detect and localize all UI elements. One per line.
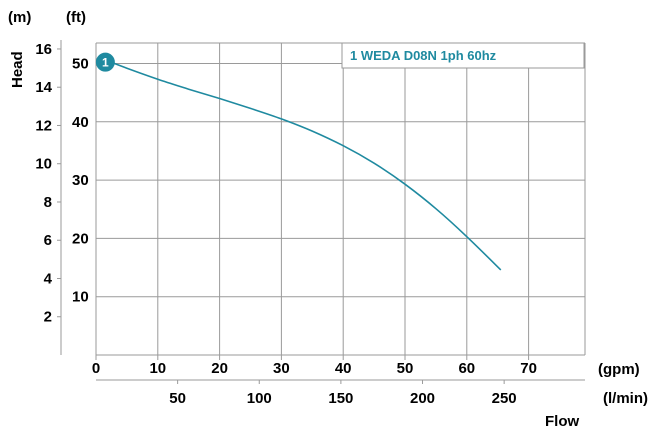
legend-box <box>341 42 585 69</box>
axis-layer: 0 10 20 30 40 50 60 70 10 20 30 40 50 50 100 150 200 250 2… <box>35 40 585 407</box>
series-line-weda-d08n <box>108 60 502 271</box>
x-tick-label-gpm: 70 <box>520 360 537 377</box>
y-unit-ft: (ft) <box>66 9 86 26</box>
legend-label: 1 WEDA D08N 1ph 60hz <box>350 48 497 63</box>
y-tick-label-ft: 20 <box>72 230 89 247</box>
x-tick-label-gpm: 10 <box>149 360 166 377</box>
x-tick-label-gpm: 40 <box>335 360 352 377</box>
x-tick-label-lmin: 100 <box>247 390 272 407</box>
y-tick-label-m: 4 <box>44 270 53 287</box>
x-tick-label-gpm: 30 <box>273 360 290 377</box>
x-tick-label-gpm: 0 <box>92 360 100 377</box>
x-axis-title: Flow <box>545 413 579 430</box>
x-unit-lmin: (l/min) <box>603 390 648 407</box>
series-marker-label: 1 <box>102 56 109 70</box>
series-marker <box>95 52 115 72</box>
grid-layer <box>96 42 586 355</box>
x-tick-label-lmin: 50 <box>169 390 186 407</box>
y-tick-label-ft: 40 <box>72 114 89 131</box>
legend: 1 WEDA D08N 1ph 60hz <box>341 42 585 69</box>
y-tick-label-m: 10 <box>35 156 52 173</box>
y-tick-label-m: 2 <box>44 309 52 326</box>
y-unit-m: (m) <box>8 9 31 26</box>
y-tick-label-ft: 10 <box>72 289 89 306</box>
y-axis-title: Head <box>9 51 26 88</box>
x-tick-label-lmin: 150 <box>328 390 353 407</box>
curve-layer: 1 <box>95 52 502 271</box>
y-tick-label-m: 12 <box>35 117 52 134</box>
x-tick-label-gpm: 20 <box>211 360 228 377</box>
x-tick-label-lmin: 200 <box>410 390 435 407</box>
x-unit-gpm: (gpm) <box>598 361 640 378</box>
y-tick-label-m: 16 <box>35 41 52 58</box>
y-tick-label-ft: 30 <box>72 172 89 189</box>
y-tick-label-m: 14 <box>35 79 52 96</box>
y-tick-label-m: 8 <box>44 194 52 211</box>
x-tick-label-lmin: 250 <box>492 390 517 407</box>
y-tick-label-ft: 50 <box>72 56 89 73</box>
y-tick-label-m: 6 <box>44 232 52 249</box>
x-tick-label-gpm: 60 <box>458 360 475 377</box>
x-tick-label-gpm: 50 <box>397 360 414 377</box>
